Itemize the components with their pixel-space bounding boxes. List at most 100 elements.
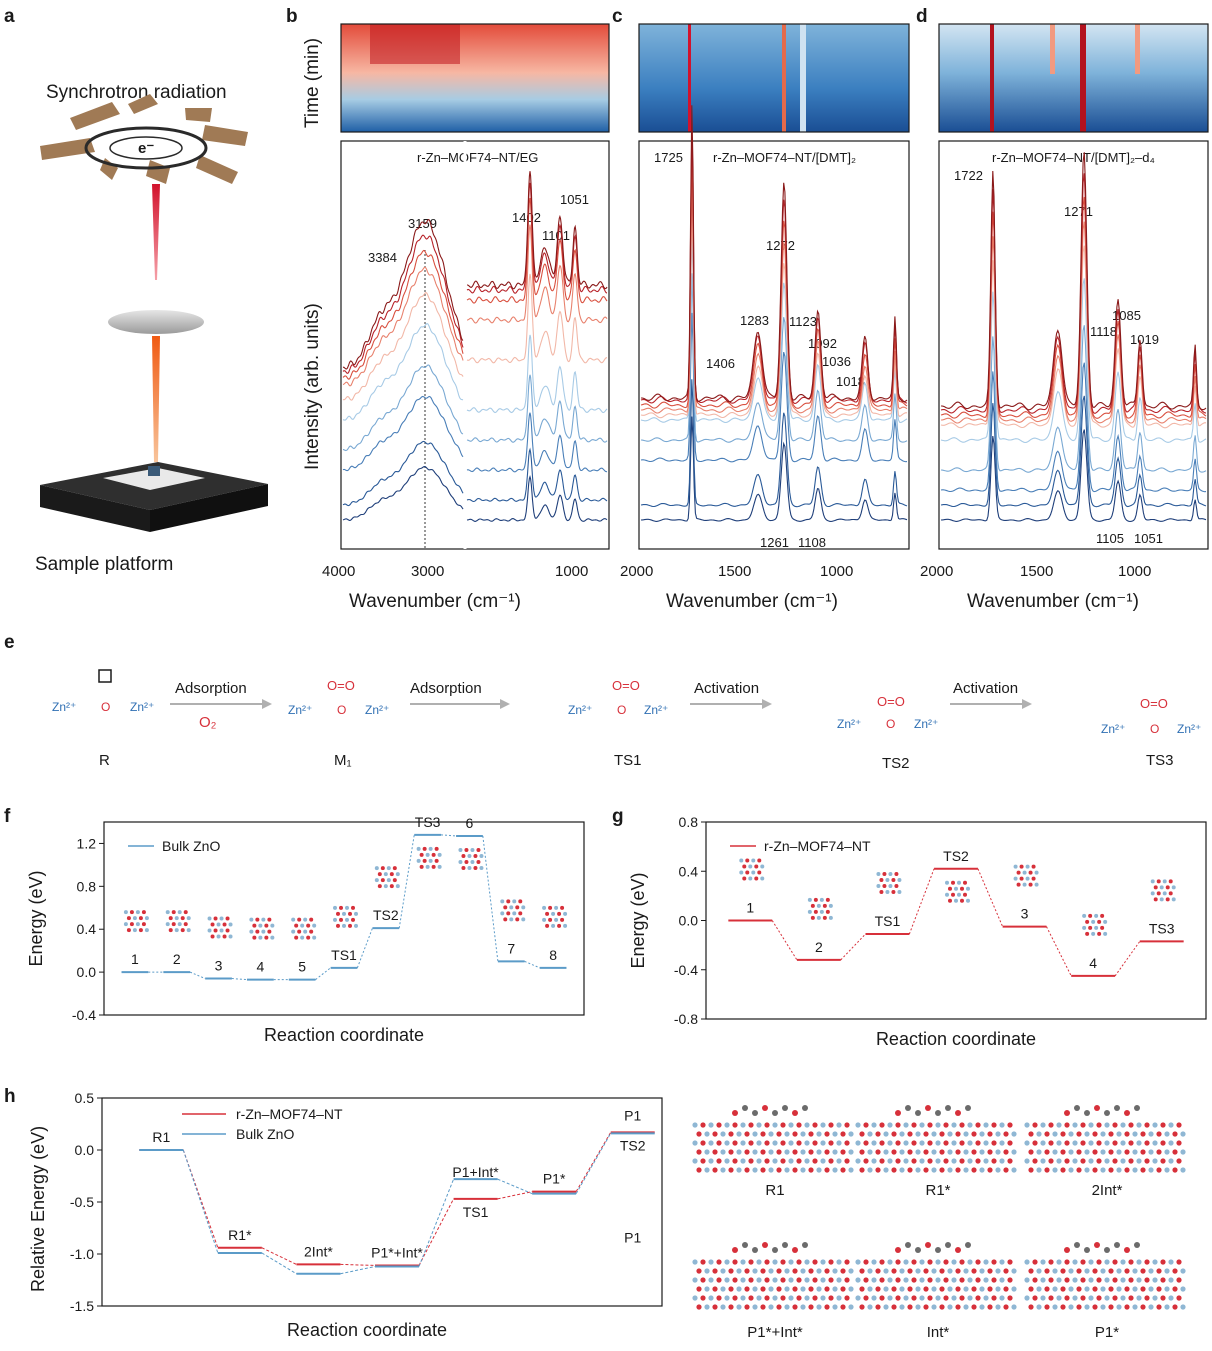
arrow-sub-1: O₂	[199, 714, 217, 731]
spectrum-trace	[467, 171, 608, 290]
structure-label: P1*+Int*	[747, 1324, 803, 1341]
spectrum-trace	[342, 234, 464, 374]
spectrum-trace	[940, 429, 1207, 522]
synchrotron-label: Synchrotron radiation	[46, 82, 227, 103]
svg-text:O=O: O=O	[1140, 696, 1168, 711]
state-label-ts1: TS1	[614, 752, 642, 769]
peak-d-1105: 1105	[1096, 531, 1124, 546]
legend-label: Bulk ZnO	[162, 838, 220, 854]
peak-c-1406: 1406	[706, 356, 735, 371]
y-axis-label: Energy (eV)	[628, 872, 648, 968]
energy-connector	[340, 1265, 376, 1275]
panel-e-scheme: Zn²⁺ O Zn²⁺ R O=O Zn²⁺ O Zn²⁺ M₁ O=O Zn²…	[52, 669, 1201, 772]
spectra-d-group	[940, 152, 1207, 522]
energy-connector	[575, 1133, 612, 1194]
state-label: TS1	[875, 913, 901, 929]
spectrum-trace	[941, 221, 1207, 424]
panel-a-schematic: Synchrotron radiation e⁻	[35, 82, 268, 575]
state-label-ts3: TS3	[1146, 752, 1174, 769]
tick-d-2000: 2000	[920, 563, 953, 580]
heatmap-c-stripe	[782, 24, 786, 132]
svg-text:Zn²⁺: Zn²⁺	[365, 703, 389, 717]
energy-diagram-h: -1.5 -1.0 -0.5 0.0 0.5 r-Zn–MOF74–NT Bulk ZnO R…	[28, 1090, 663, 1340]
level-label: P1+Int*	[452, 1164, 499, 1180]
electron-label: e⁻	[138, 140, 154, 157]
spectrum-trace	[466, 182, 608, 294]
tick-d-1000: 1000	[1118, 563, 1151, 580]
peak-c-1092: 1092	[808, 336, 837, 351]
svg-text:O=O: O=O	[327, 678, 355, 693]
spectra-b-group	[342, 171, 608, 522]
state-label-ts2: TS2	[882, 755, 910, 772]
cluster-icon	[1150, 879, 1176, 902]
energy-connector	[840, 933, 866, 961]
y-axis-label: Relative Energy (eV)	[28, 1126, 48, 1292]
state-label: TS1	[331, 947, 357, 963]
panel-letter-f: f	[4, 806, 11, 827]
orange-beam-icon	[152, 336, 160, 462]
tick-c-2000: 2000	[620, 563, 653, 580]
energy-connector	[482, 835, 499, 962]
structure-label: 2Int*	[1092, 1182, 1123, 1199]
state-label: 4	[256, 959, 264, 975]
panel-letter-g: g	[612, 806, 624, 827]
spectrum-trace	[641, 105, 908, 403]
spectrum-b-title: r-Zn–MOF74–NT/EG	[417, 150, 538, 165]
spectrum-trace	[466, 273, 608, 364]
structure-label: P1*	[1095, 1324, 1119, 1341]
panel-letters: a b c d e f g h	[4, 6, 928, 1107]
structure-label: R1*	[925, 1182, 950, 1199]
state-label: 8	[549, 947, 557, 963]
panel-b: Time (min) r-Zn–MOF74–NT/EG Intensity (a…	[302, 23, 610, 612]
cluster-icon	[1013, 864, 1039, 887]
level-label: P1	[624, 1107, 641, 1123]
energy-connector	[261, 1247, 297, 1265]
energy-connector	[524, 960, 540, 969]
spectrum-trace	[466, 474, 608, 522]
xlabel-d: Wavenumber (cm⁻¹)	[967, 591, 1139, 612]
svg-text:O=O: O=O	[612, 678, 640, 693]
panel-letter-e: e	[4, 632, 15, 653]
plot-frame	[103, 821, 585, 1016]
energy-connector	[182, 1149, 219, 1254]
spectrum-trace	[640, 379, 908, 508]
arrow-label-2: Adsorption	[410, 680, 482, 697]
tick-b-4000: 4000	[322, 563, 355, 580]
svg-text:O: O	[617, 703, 626, 717]
arrow-label-4: Activation	[953, 680, 1018, 697]
cluster-icon	[207, 916, 233, 939]
legend-label: r-Zn–MOF74–NT	[236, 1106, 343, 1122]
svg-text:Zn²⁺: Zn²⁺	[837, 717, 861, 731]
spectrum-trace	[940, 173, 1207, 414]
arrow-label-3: Activation	[694, 680, 759, 697]
svg-text:Zn²⁺: Zn²⁺	[568, 703, 592, 717]
state-label: 6	[466, 815, 474, 831]
panel-letter-b: b	[286, 6, 298, 27]
cluster-icon	[739, 858, 765, 881]
legend-label: r-Zn–MOF74–NT	[764, 838, 871, 854]
peak-d-1722: 1722	[954, 168, 983, 183]
energy-connector	[261, 1252, 297, 1275]
svg-text:Zn²⁺: Zn²⁺	[1177, 722, 1201, 736]
spectrum-trace	[640, 416, 908, 522]
tick-b-1000: 1000	[555, 563, 588, 580]
state-ts2: O=O Zn²⁺ O Zn²⁺ TS2	[837, 694, 938, 772]
cluster-icon	[165, 910, 191, 933]
energy-connector	[1046, 926, 1072, 977]
state-ts3: O=O Zn²⁺ O Zn²⁺ TS3	[1101, 696, 1201, 769]
heatmap-d-stripe	[1135, 24, 1140, 74]
peak-c-1283: 1283	[740, 313, 769, 328]
energy-connector	[418, 1198, 455, 1266]
y-tick-label: -0.4	[674, 962, 698, 978]
spectrum-trace	[940, 362, 1207, 493]
sample-platform-label: Sample platform	[35, 554, 173, 575]
energy-connector	[977, 868, 1004, 927]
svg-text:O: O	[337, 703, 346, 717]
energy-connector	[1114, 941, 1141, 977]
energy-connector	[315, 967, 331, 981]
heatmap-b-hotspot	[370, 24, 460, 64]
peak-b-1402: 1402	[512, 210, 541, 225]
cluster-icon	[374, 866, 400, 889]
structure-thumbnail: R1	[692, 1105, 854, 1199]
